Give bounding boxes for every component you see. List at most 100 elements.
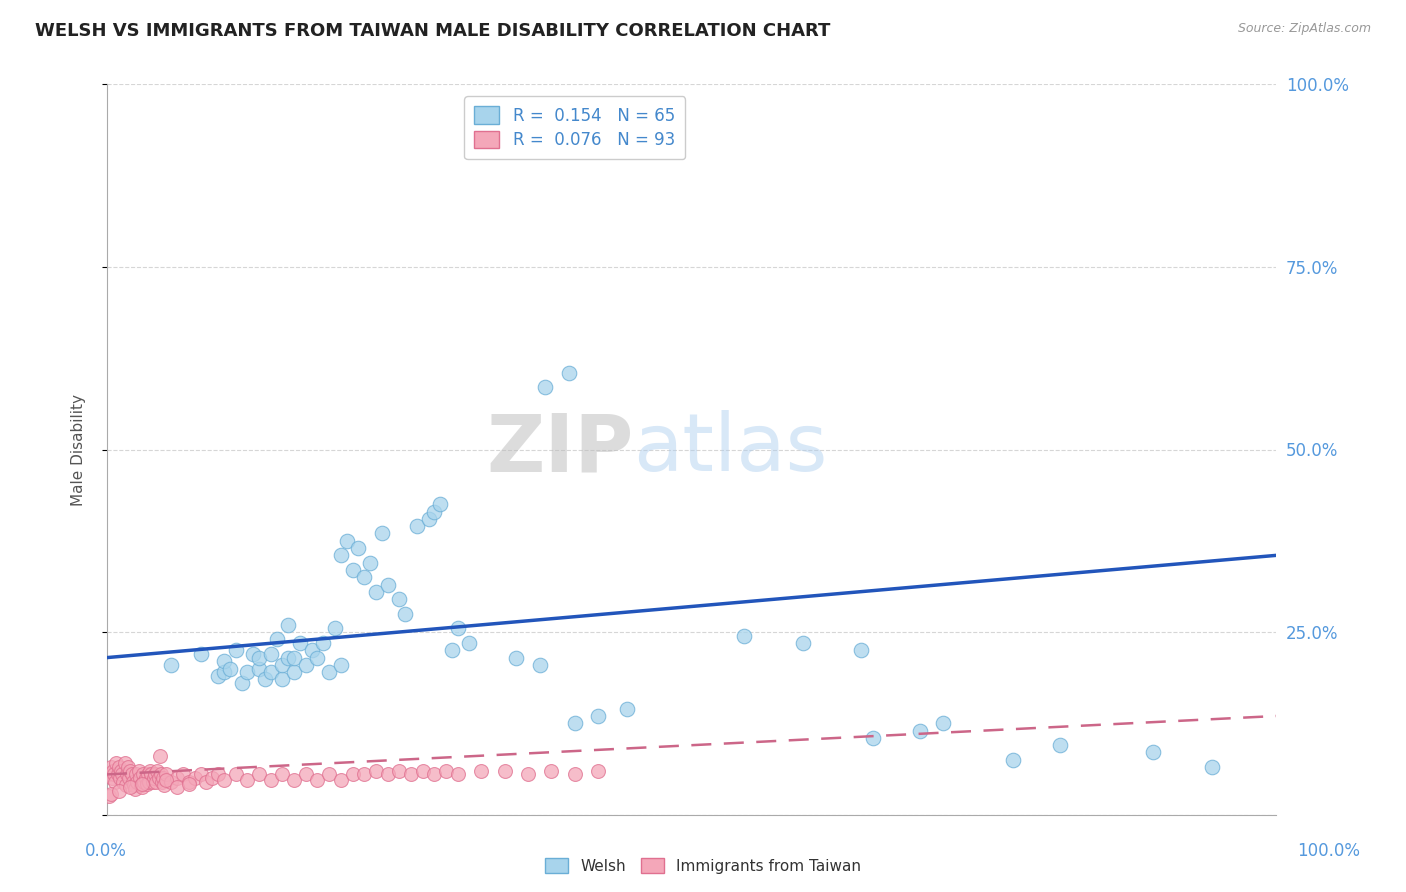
Point: [295, 767, 318, 781]
Point: [494, 764, 516, 778]
Point: [225, 767, 247, 781]
Point: [371, 526, 394, 541]
Point: [388, 764, 411, 778]
Y-axis label: Male Disability: Male Disability: [72, 393, 86, 506]
Point: [336, 533, 359, 548]
Point: [150, 774, 173, 789]
Point: [377, 767, 399, 781]
Point: [114, 756, 136, 771]
Point: [195, 774, 218, 789]
Point: [117, 760, 139, 774]
Point: [405, 519, 427, 533]
Text: 100.0%: 100.0%: [1298, 842, 1360, 860]
Point: [114, 778, 136, 792]
Point: [307, 772, 329, 787]
Point: [166, 771, 188, 785]
Point: [118, 771, 141, 785]
Point: [149, 749, 172, 764]
Point: [190, 767, 212, 781]
Point: [434, 764, 457, 778]
Point: [111, 767, 134, 781]
Point: [253, 673, 276, 687]
Point: [347, 541, 370, 555]
Point: [172, 767, 194, 781]
Point: [153, 778, 176, 792]
Point: [342, 563, 364, 577]
Point: [207, 669, 229, 683]
Point: [1142, 746, 1164, 760]
Point: [136, 767, 159, 781]
Text: Source: ZipAtlas.com: Source: ZipAtlas.com: [1237, 22, 1371, 36]
Point: [143, 767, 166, 781]
Point: [231, 676, 253, 690]
Point: [129, 778, 152, 792]
Point: [131, 777, 153, 791]
Point: [124, 782, 146, 797]
Point: [103, 767, 125, 781]
Point: [318, 665, 340, 680]
Point: [107, 784, 129, 798]
Point: [516, 767, 538, 781]
Point: [540, 764, 562, 778]
Point: [849, 643, 872, 657]
Point: [329, 657, 352, 672]
Point: [110, 764, 132, 778]
Point: [470, 764, 492, 778]
Point: [458, 636, 481, 650]
Point: [190, 647, 212, 661]
Point: [236, 772, 259, 787]
Point: [100, 771, 122, 785]
Point: [184, 771, 207, 785]
Point: [155, 767, 177, 781]
Point: [132, 767, 155, 781]
Point: [329, 549, 352, 563]
Point: [307, 650, 329, 665]
Text: ZIP: ZIP: [486, 410, 633, 489]
Point: [108, 771, 131, 785]
Point: [125, 767, 148, 781]
Text: 0.0%: 0.0%: [84, 842, 127, 860]
Point: [447, 621, 470, 635]
Point: [312, 636, 335, 650]
Point: [364, 764, 387, 778]
Point: [266, 632, 288, 647]
Point: [394, 607, 416, 621]
Point: [128, 771, 150, 785]
Point: [283, 650, 305, 665]
Point: [288, 636, 311, 650]
Point: [138, 774, 160, 789]
Point: [399, 767, 422, 781]
Point: [423, 767, 446, 781]
Point: [586, 709, 609, 723]
Point: [353, 767, 375, 781]
Point: [558, 366, 581, 380]
Point: [107, 767, 129, 781]
Point: [616, 701, 638, 715]
Point: [271, 673, 294, 687]
Point: [529, 657, 551, 672]
Point: [177, 777, 200, 791]
Point: [212, 654, 235, 668]
Point: [104, 774, 127, 789]
Point: [247, 650, 270, 665]
Point: [207, 767, 229, 781]
Point: [166, 780, 188, 794]
Point: [121, 774, 143, 789]
Point: [388, 592, 411, 607]
Point: [564, 767, 586, 781]
Point: [271, 767, 294, 781]
Point: [112, 774, 135, 789]
Point: [218, 661, 240, 675]
Point: [107, 760, 129, 774]
Point: [1049, 738, 1071, 752]
Point: [505, 650, 527, 665]
Point: [329, 772, 352, 787]
Point: [318, 767, 340, 781]
Point: [323, 621, 346, 635]
Point: [128, 764, 150, 778]
Point: [792, 636, 814, 650]
Point: [145, 774, 167, 789]
Point: [134, 774, 156, 789]
Point: [139, 764, 162, 778]
Point: [100, 787, 122, 801]
